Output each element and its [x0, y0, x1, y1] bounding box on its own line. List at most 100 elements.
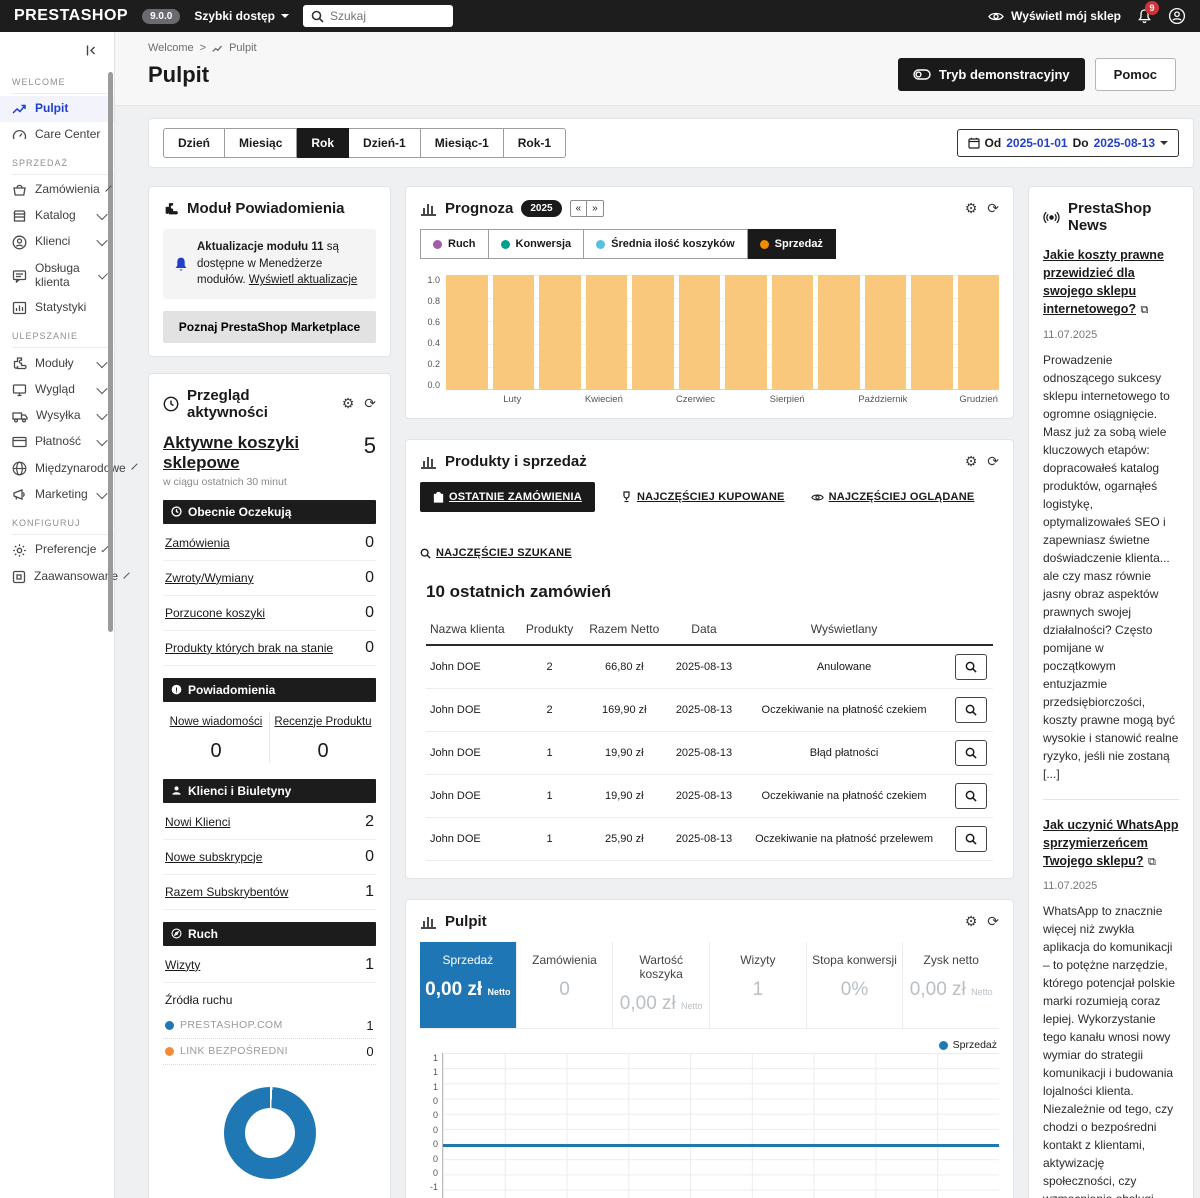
table-row: John DOE 1 19,90 zł 2025-08-13 Błąd płatnośc… [426, 731, 993, 775]
view-order-button[interactable] [954, 826, 987, 852]
sidebar-item-platnosc[interactable]: Płatność [0, 429, 114, 455]
visits-link[interactable]: Wizyty [165, 957, 201, 972]
prev-year-button[interactable]: « [575, 203, 582, 214]
topbar-search[interactable] [303, 5, 453, 27]
refresh-icon[interactable]: ⟳ [364, 396, 376, 413]
table-cell: 2025-08-13 [667, 645, 740, 689]
tab-ostatnie-zamowienia[interactable]: OSTATNIE ZAMÓWIENIA [420, 482, 595, 512]
product-reviews-link[interactable]: Recenzje Produktu [274, 715, 372, 728]
refresh-icon[interactable]: ⟳ [987, 200, 999, 217]
table-cell: John DOE [426, 731, 519, 775]
sidebar-collapse-button[interactable] [85, 44, 98, 57]
tab-najczesciej-szukane[interactable]: NAJCZĘŚCIEJ SZUKANE [420, 538, 999, 568]
news-article-link[interactable]: Jakie koszty prawne przewidzieć dla swoj… [1043, 248, 1164, 317]
sidebar-item-wyglad[interactable]: Wygląd [0, 377, 114, 403]
recent-orders-table: Nazwa klienta Produkty Razem Netto Data … [426, 616, 993, 861]
sidebar-item-klienci[interactable]: Klienci [0, 229, 114, 256]
sidebar-item-marketing[interactable]: Marketing [0, 482, 114, 508]
tab-ruch[interactable]: Ruch [420, 229, 489, 259]
filter-miesiac-1[interactable]: Miesiąc-1 [420, 128, 504, 158]
quick-access-dropdown[interactable]: Szybki dostęp [194, 9, 289, 23]
forecast-bar [725, 275, 767, 389]
help-button[interactable]: Pomoc [1094, 58, 1176, 91]
gauge-icon [12, 128, 27, 142]
sidebar-scrollbar[interactable] [108, 72, 113, 632]
next-year-button[interactable]: » [586, 201, 603, 216]
abandoned-carts-link[interactable]: Porzucone koszyki [165, 605, 266, 620]
module-notifications-panel: Moduł Powiadomienia Aktualizacje modułu … [148, 186, 391, 358]
sidebar-item-zamowienia[interactable]: Zamówienia [0, 177, 114, 203]
col-header: Wyświetlany [739, 616, 949, 646]
news-article-link[interactable]: Jak uczynić WhatsApp sprzymierzeńcem Two… [1043, 817, 1179, 868]
metric-wizyty[interactable]: Wizyty 1 [709, 942, 806, 1028]
tab-sprzedaz[interactable]: Sprzedaż [747, 229, 836, 259]
view-updates-link[interactable]: Wyświetl aktualizacje [248, 274, 358, 287]
gear-icon[interactable]: ⚙ [964, 200, 978, 217]
sidebar-item-wysylka[interactable]: Wysyłka [0, 403, 114, 429]
notifications-button[interactable]: 9 [1137, 1, 1159, 24]
sidebar-item-obsluga-klienta[interactable]: Obsługa klienta [0, 256, 114, 296]
sidebar-item-preferencje[interactable]: Preferencje [0, 537, 114, 564]
demo-mode-button[interactable]: Tryb demonstracyjny [897, 58, 1085, 91]
metric-zysk-netto[interactable]: Zysk netto 0,00 zł Netto [902, 942, 999, 1028]
traffic-source-row: LINK BEZPOŚREDNI 0 [163, 1039, 376, 1065]
gear-icon[interactable]: ⚙ [964, 453, 978, 470]
metric-sprzedaz[interactable]: Sprzedaż 0,00 zł Netto [420, 942, 516, 1028]
table-cell: Oczekiwanie na płatność czekiem [739, 688, 949, 732]
refresh-icon[interactable]: ⟳ [987, 913, 999, 930]
metric-stopa-konwersji[interactable]: Stopa konwersji 0% [805, 942, 903, 1028]
sidebar-item-statystyki[interactable]: Statystyki [0, 295, 114, 321]
new-subscriptions-link[interactable]: Nowe subskrypcje [165, 849, 263, 864]
view-shop-link[interactable]: Wyświetl mój sklep [988, 9, 1121, 23]
sidebar-item-katalog[interactable]: Katalog [0, 203, 114, 229]
tab-konwersja[interactable]: Konwersja [488, 229, 585, 259]
list-item: Nowi Klienci 2 [163, 805, 376, 840]
gear-icon[interactable]: ⚙ [341, 396, 355, 413]
orders-link[interactable]: Zamówienia [165, 535, 230, 550]
col-header: Produkty [518, 616, 581, 646]
tab-najczesciej-kupowane[interactable]: NAJCZĘŚCIEJ KUPOWANE [621, 482, 785, 512]
account-button[interactable] [1168, 7, 1186, 25]
view-order-button[interactable] [954, 654, 987, 680]
new-messages-link[interactable]: Nowe wiadomości [169, 715, 263, 728]
view-order-button[interactable] [954, 697, 987, 723]
sidebar-section-welcome: WELCOME [12, 77, 66, 87]
filter-rok[interactable]: Rok [297, 128, 350, 158]
view-order-button[interactable] [954, 783, 987, 809]
search-input[interactable] [330, 9, 445, 23]
sidebar-item-zaawansowane[interactable]: Zaawansowane [0, 564, 130, 590]
metric-zamowienia[interactable]: Zamówienia 0 [515, 942, 613, 1028]
new-customers-link[interactable]: Nowi Klienci [165, 814, 231, 829]
y-axis-labels: 1.0 0.8 0.6 0.4 0.2 0.0 [427, 275, 440, 390]
filter-dzien[interactable]: Dzień [163, 128, 226, 158]
list-item: Nowe subskrypcje 0 [163, 840, 376, 875]
returns-link[interactable]: Zwroty/Wymiany [165, 570, 254, 585]
sidebar-item-moduly[interactable]: Moduły [0, 350, 114, 377]
view-order-button[interactable] [954, 740, 987, 766]
date-range-picker[interactable]: Od 2025-01-01 Do 2025-08-13 [956, 129, 1179, 157]
topbar: PRESTASHOP 9.0.0 Szybki dostęp Wyświetl … [0, 0, 1200, 32]
sidebar-item-pulpit[interactable]: Pulpit [0, 96, 114, 122]
gear-icon[interactable]: ⚙ [964, 913, 978, 930]
metric-wartosc-koszyka[interactable]: Wartość koszyka 0,00 zł Netto [612, 942, 709, 1028]
page-header: Welcome > Pulpit Pulpit Tryb demonstracy… [115, 32, 1200, 106]
traffic-source-row: PRESTASHOP.COM 1 [163, 1013, 376, 1039]
filter-miesiac[interactable]: Miesiąc [225, 128, 298, 158]
sidebar-item-care-center[interactable]: Care Center [0, 122, 114, 148]
sidebar-item-miedzynarodowe[interactable]: Międzynarodowe [0, 455, 138, 482]
total-subscribers-link[interactable]: Razem Subskrybentów [165, 884, 289, 899]
breadcrumb-welcome[interactable]: Welcome [148, 42, 194, 54]
filter-dzien-1[interactable]: Dzień-1 [349, 128, 421, 158]
table-cell: Oczekiwanie na płatność przelewem [739, 817, 949, 861]
marketplace-button[interactable]: Poznaj PrestaShop Marketplace [163, 311, 376, 344]
active-carts-link[interactable]: Aktywne koszyki sklepowe [163, 433, 300, 473]
table-row: John DOE 2 169,90 zł 2025-08-13 Oczekiwanie … [426, 688, 993, 732]
refresh-icon[interactable]: ⟳ [987, 453, 999, 470]
out-of-stock-link[interactable]: Produkty których brak na stanie [165, 640, 334, 655]
tab-najczesciej-ogladane[interactable]: NAJCZĘŚCIEJ OGLĄDANE [810, 482, 975, 512]
active-carts-subtitle: w ciągu ostatnich 30 minut [163, 475, 287, 488]
tab-srednia-koszykow[interactable]: Średnia ilość koszyków [584, 229, 748, 259]
news-panel: PrestaShop News Jakie koszty prawne prze… [1028, 186, 1194, 1198]
prestashop-logo[interactable]: PRESTASHOP [14, 7, 129, 24]
filter-rok-1[interactable]: Rok-1 [503, 128, 567, 158]
